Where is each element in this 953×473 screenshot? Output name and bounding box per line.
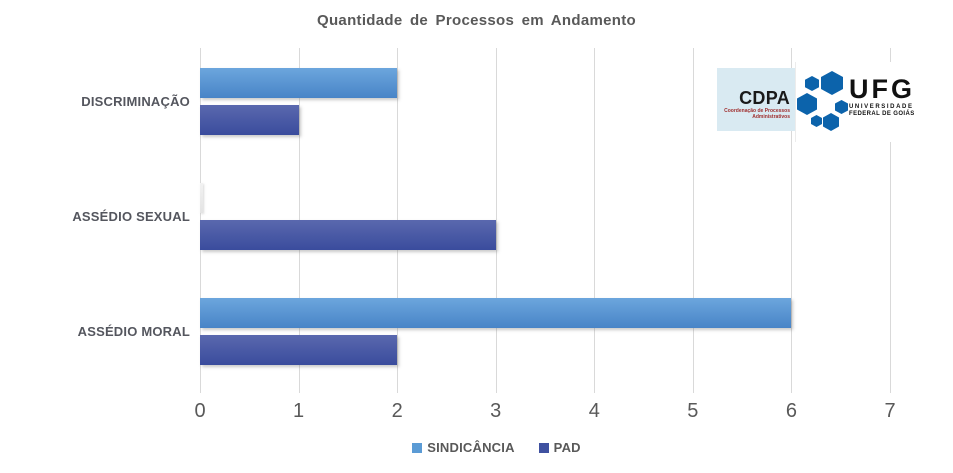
ufg-logo-abbr: UFG [849, 74, 915, 104]
ufg-hexagon-icon-3 [797, 93, 817, 115]
x-tick-label-3: 3 [490, 400, 502, 422]
gridline-x-5 [693, 48, 694, 393]
ufg-logo-text: UFG UNIVERSIDADE FEDERAL DE GOIÁS [849, 76, 915, 118]
ufg-hexagon-icon-5 [823, 113, 839, 131]
legend-label-pad: PAD [553, 440, 581, 455]
bar-pad-assedio-moral [200, 335, 397, 365]
bar-sindicancia-discriminacao [200, 68, 397, 98]
legend-swatch-pad [538, 442, 549, 453]
gridline-x-6 [791, 48, 792, 393]
bar-pad-assedio-sexual [200, 220, 496, 250]
ufg-hexagon-icon-4 [811, 115, 822, 127]
category-label-assedio-sexual: ASSÉDIO SEXUAL [72, 208, 190, 224]
bar-sindicancia-assedio-moral [200, 298, 791, 328]
cdpa-logo-abbr: CDPA [739, 88, 790, 108]
category-label-assedio-moral: ASSÉDIO MORAL [77, 323, 190, 339]
legend-item-sindicancia: SINDICÂNCIA [412, 440, 514, 455]
plot-area [200, 48, 891, 393]
ufg-hexagon-icon-6 [835, 100, 848, 114]
x-tick-label-5: 5 [687, 400, 699, 422]
ufg-hexagon-icon-1 [821, 71, 843, 95]
ufg-hexagon-icon-2 [805, 76, 819, 91]
gridline-x-3 [496, 48, 497, 393]
bar-pad-discriminacao [200, 105, 299, 135]
bar-sindicancia-assedio-sexual [200, 183, 203, 213]
x-tick-label-6: 6 [785, 400, 797, 422]
chart-legend: SINDICÂNCIA PAD [20, 440, 953, 455]
x-tick-label-0: 0 [194, 400, 206, 422]
ufg-logo-subtitle-line2: FEDERAL DE GOIÁS [849, 111, 915, 117]
legend-item-pad: PAD [538, 440, 581, 455]
x-tick-label-7: 7 [884, 400, 896, 422]
x-tick-label-1: 1 [293, 400, 305, 422]
cdpa-logo-subtitle: Coordenação de Processos Administrativos [717, 108, 790, 120]
ufg-logo-subtitle-line1: UNIVERSIDADE [849, 104, 914, 110]
legend-label-sindicancia: SINDICÂNCIA [427, 440, 515, 455]
gridline-x-4 [594, 48, 595, 393]
cdpa-logo: CDPA Coordenação de Processos Administra… [717, 68, 800, 131]
cdpa-logo-subtitle-line1: Coordenação de Processos [724, 108, 790, 114]
ufg-logo: UFG UNIVERSIDADE FEDERAL DE GOIÁS [795, 62, 914, 142]
category-label-discriminacao: DISCRIMINAÇÃO [81, 93, 190, 109]
gridline-x-7 [890, 48, 891, 393]
chart-title: Quantidade de Processos em Andamento [317, 12, 636, 29]
x-tick-label-4: 4 [588, 400, 600, 422]
cdpa-logo-subtitle-line2: Administrativos [752, 114, 790, 120]
x-tick-label-2: 2 [391, 400, 403, 422]
legend-swatch-sindicancia [412, 442, 423, 453]
